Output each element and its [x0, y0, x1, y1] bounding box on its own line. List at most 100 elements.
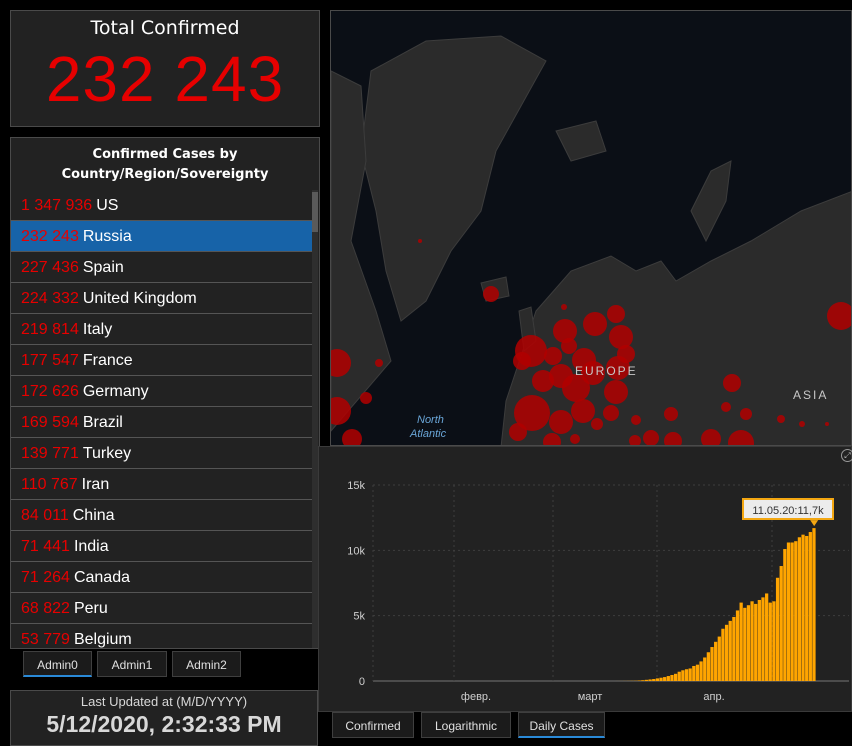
case-bubble[interactable]	[331, 349, 351, 377]
daily-cases-bar[interactable]	[644, 679, 649, 681]
daily-cases-bar[interactable]	[746, 605, 751, 681]
daily-cases-bar[interactable]	[743, 607, 747, 681]
case-bubble[interactable]	[604, 380, 628, 404]
case-bubble[interactable]	[561, 338, 577, 354]
case-bubble[interactable]	[607, 305, 625, 323]
case-bubble[interactable]	[483, 286, 499, 302]
daily-cases-bar[interactable]	[717, 636, 721, 681]
daily-cases-bar[interactable]	[699, 661, 703, 681]
case-bubble[interactable]	[603, 405, 619, 421]
daily-cases-bar[interactable]	[790, 542, 794, 681]
daily-cases-bar[interactable]	[772, 601, 776, 681]
case-bubble[interactable]	[360, 392, 372, 404]
daily-cases-bar[interactable]	[666, 676, 670, 681]
daily-cases-bar[interactable]	[812, 528, 816, 681]
daily-cases-bar[interactable]	[783, 549, 787, 681]
daily-cases-bar[interactable]	[695, 664, 700, 681]
case-bubble[interactable]	[777, 415, 785, 423]
daily-cases-bar[interactable]	[688, 668, 692, 681]
case-bubble[interactable]	[342, 429, 362, 446]
case-bubble[interactable]	[643, 430, 659, 446]
case-bubble[interactable]	[532, 370, 554, 392]
tab-admin1[interactable]: Admin1	[97, 651, 167, 677]
case-bubble[interactable]	[513, 352, 531, 370]
daily-cases-bar[interactable]	[735, 610, 740, 681]
case-bubble[interactable]	[740, 408, 752, 420]
country-row-china[interactable]: 84 011 China	[11, 500, 313, 531]
daily-cases-bar[interactable]	[765, 593, 769, 681]
expand-icon[interactable]: ⤢	[841, 449, 852, 462]
case-bubble[interactable]	[514, 395, 550, 431]
country-row-belgium[interactable]: 53 779 Belgium	[11, 624, 313, 648]
daily-cases-bar[interactable]	[797, 537, 802, 681]
daily-cases-bar[interactable]	[754, 603, 758, 681]
daily-cases-bar[interactable]	[775, 577, 780, 681]
case-bubble[interactable]	[549, 410, 573, 434]
case-bubble[interactable]	[591, 418, 603, 430]
case-bubble[interactable]	[617, 345, 635, 363]
daily-cases-bar[interactable]	[673, 673, 678, 681]
daily-cases-bar[interactable]	[641, 680, 645, 681]
case-bubble[interactable]	[629, 435, 641, 446]
daily-cases-bar[interactable]	[681, 670, 685, 681]
case-bubble[interactable]	[375, 359, 383, 367]
daily-cases-bar[interactable]	[750, 601, 754, 681]
case-bubble[interactable]	[562, 374, 590, 402]
case-bubble[interactable]	[728, 430, 754, 446]
daily-cases-bar[interactable]	[684, 669, 689, 681]
daily-cases-bar[interactable]	[801, 534, 805, 681]
daily-cases-bar[interactable]	[768, 602, 772, 681]
daily-cases-bar[interactable]	[655, 678, 660, 681]
country-row-us[interactable]: 1 347 936 US	[11, 190, 313, 221]
country-row-italy[interactable]: 219 814 Italy	[11, 314, 313, 345]
case-bubble[interactable]	[543, 433, 561, 446]
world-map[interactable]: EUROPE ASIA North Atlantic	[330, 10, 852, 446]
country-row-united-kingdom[interactable]: 224 332 United Kingdom	[11, 283, 313, 314]
daily-cases-bar[interactable]	[648, 679, 652, 681]
case-bubble[interactable]	[331, 397, 351, 425]
list-scrollbar-thumb[interactable]	[312, 192, 318, 232]
daily-cases-bar[interactable]	[761, 597, 765, 681]
daily-cases-bar[interactable]	[805, 535, 809, 681]
tab-daily-cases[interactable]: Daily Cases	[518, 712, 605, 738]
daily-cases-bar[interactable]	[721, 628, 725, 681]
country-row-brazil[interactable]: 169 594 Brazil	[11, 407, 313, 438]
daily-cases-bar[interactable]	[692, 665, 696, 681]
country-row-spain[interactable]: 227 436 Spain	[11, 252, 313, 283]
country-row-russia[interactable]: 232 243 Russia	[11, 221, 313, 252]
case-bubble[interactable]	[418, 239, 422, 243]
daily-cases-bar[interactable]	[670, 674, 674, 681]
country-row-france[interactable]: 177 547 France	[11, 345, 313, 376]
daily-cases-bar[interactable]	[710, 647, 714, 681]
case-bubble[interactable]	[825, 422, 829, 426]
case-bubble[interactable]	[509, 423, 527, 441]
daily-cases-bar[interactable]	[663, 677, 667, 681]
case-bubble[interactable]	[570, 434, 580, 444]
daily-cases-bar[interactable]	[794, 541, 798, 681]
tab-admin2[interactable]: Admin2	[172, 651, 241, 677]
daily-cases-bar[interactable]	[677, 671, 681, 681]
case-bubble[interactable]	[664, 407, 678, 421]
country-row-india[interactable]: 71 441 India	[11, 531, 313, 562]
case-bubble[interactable]	[723, 374, 741, 392]
daily-cases-bar[interactable]	[732, 616, 736, 681]
daily-cases-bar[interactable]	[703, 657, 707, 681]
case-bubble[interactable]	[664, 432, 682, 446]
daily-cases-bar[interactable]	[757, 599, 761, 681]
tab-confirmed[interactable]: Confirmed	[332, 712, 414, 738]
case-bubble[interactable]	[581, 361, 605, 385]
daily-cases-bar[interactable]	[779, 566, 783, 681]
case-bubble[interactable]	[721, 402, 731, 412]
case-bubble[interactable]	[799, 421, 805, 427]
country-row-turkey[interactable]: 139 771 Turkey	[11, 438, 313, 469]
country-row-canada[interactable]: 71 264 Canada	[11, 562, 313, 593]
case-bubble[interactable]	[571, 399, 595, 423]
daily-cases-bar[interactable]	[714, 641, 718, 681]
daily-cases-bar[interactable]	[724, 624, 729, 681]
daily-cases-bar[interactable]	[786, 542, 791, 681]
case-bubble[interactable]	[701, 429, 721, 446]
case-bubble[interactable]	[609, 325, 633, 349]
daily-cases-bar[interactable]	[652, 679, 656, 681]
case-bubble[interactable]	[827, 302, 852, 330]
country-row-germany[interactable]: 172 626 Germany	[11, 376, 313, 407]
